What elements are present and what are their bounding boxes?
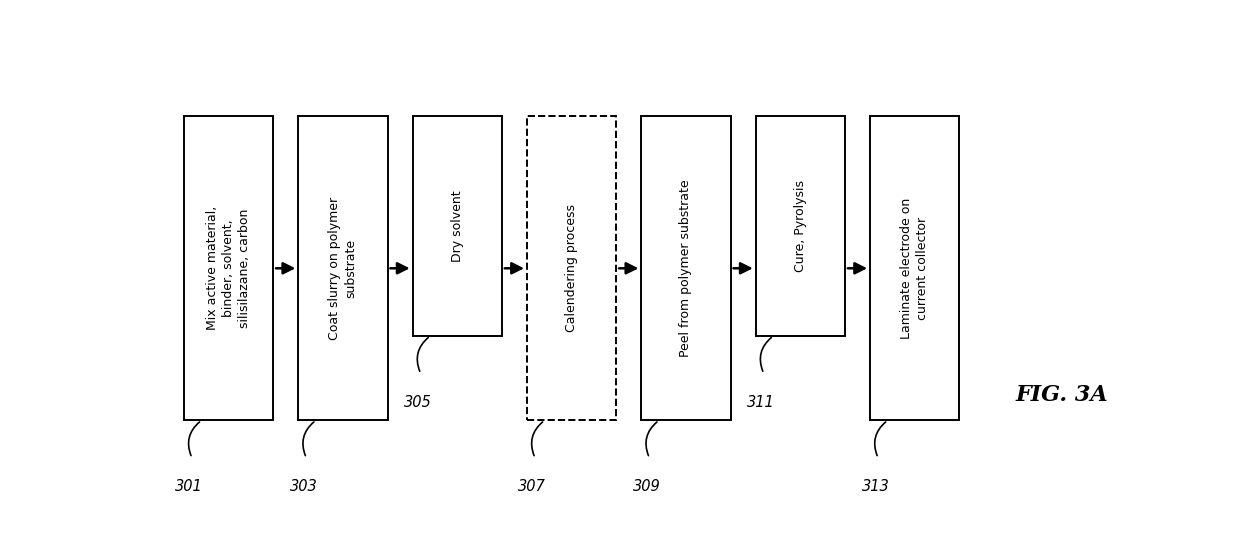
Text: 303: 303 bbox=[290, 480, 317, 494]
Bar bbox=[184, 116, 273, 420]
Bar bbox=[527, 116, 616, 420]
Text: 311: 311 bbox=[748, 395, 775, 410]
Bar bbox=[870, 116, 960, 420]
Bar bbox=[641, 116, 730, 420]
Bar bbox=[413, 116, 502, 336]
Text: FIG. 3A: FIG. 3A bbox=[1016, 384, 1107, 406]
Text: 301: 301 bbox=[175, 480, 203, 494]
Text: Calendering process: Calendering process bbox=[565, 204, 578, 332]
Text: Coat slurry on polymer
substrate: Coat slurry on polymer substrate bbox=[329, 197, 357, 340]
Text: 313: 313 bbox=[862, 480, 889, 494]
Text: Mix active material,
binder, solvent,
silisilazane, carbon: Mix active material, binder, solvent, si… bbox=[206, 206, 250, 330]
Text: Peel from polymer substrate: Peel from polymer substrate bbox=[680, 180, 692, 357]
Text: 309: 309 bbox=[632, 480, 661, 494]
Text: Cure, Pyrolysis: Cure, Pyrolysis bbox=[794, 180, 807, 272]
Text: 307: 307 bbox=[518, 480, 546, 494]
Bar bbox=[298, 116, 388, 420]
Bar bbox=[755, 116, 844, 336]
Text: 305: 305 bbox=[404, 395, 432, 410]
Text: Laminate electrode on
current collector: Laminate electrode on current collector bbox=[900, 198, 929, 339]
Text: Dry solvent: Dry solvent bbox=[450, 190, 464, 262]
